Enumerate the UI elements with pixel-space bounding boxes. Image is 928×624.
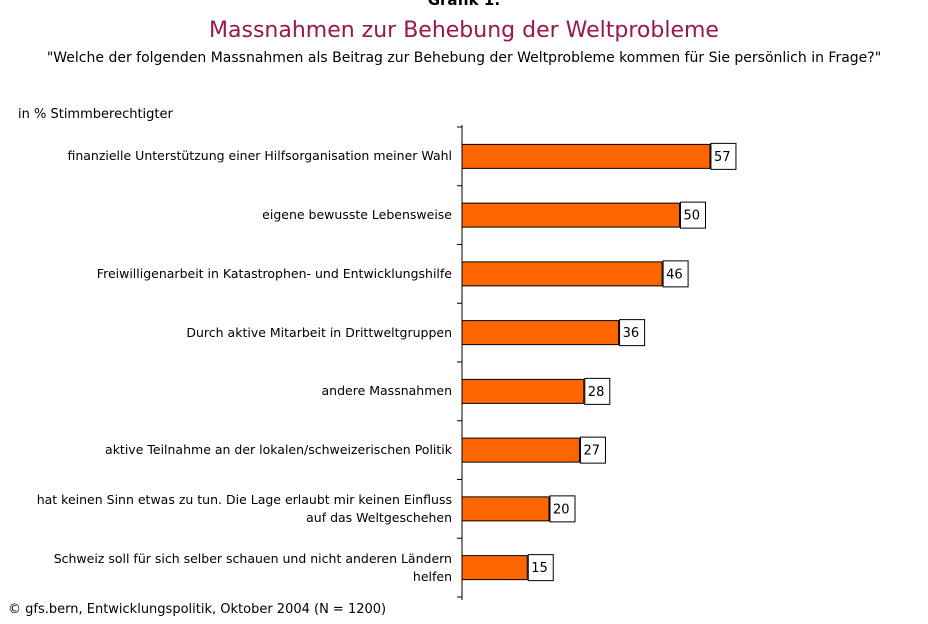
header: Grafik 1: (427, 0, 501, 9)
value-label-box (584, 377, 611, 405)
footer: © gfs.bern, Entwicklungspolitik, Oktober… (8, 602, 387, 617)
value-label: 28 (588, 385, 605, 400)
bar (461, 261, 663, 287)
value-label-box (579, 436, 606, 464)
value-label-box (680, 201, 706, 229)
value-label: 20 (553, 502, 570, 517)
value-label: 46 (666, 267, 683, 282)
category-label: Durch aktive Mitarbeit in Drittweltgrupp… (186, 324, 452, 340)
value-label-box (619, 319, 646, 347)
value-label: 15 (531, 561, 548, 576)
category-label: Freiwilligenarbeit in Katastrophen- und … (96, 265, 452, 281)
bar (461, 143, 711, 169)
chart-title: Massnahmen zur Behebung der Weltprobleme (209, 18, 719, 43)
category-label: andere Massnahmen (321, 383, 453, 399)
value-label-box (549, 495, 576, 523)
value-label: 36 (623, 326, 640, 341)
category-label: eigene bewusste Lebensweise (262, 207, 452, 223)
bar (461, 555, 528, 581)
category-label: hat keinen Sinn etwas zu tun. Die Lage e… (36, 491, 452, 525)
value-label-box (710, 142, 737, 170)
value-label: 27 (583, 444, 600, 459)
value-label: 57 (714, 150, 731, 165)
category-label: Schweiz soll für sich selber schauen und… (53, 550, 452, 584)
bar (461, 202, 680, 228)
value-label-box (527, 554, 554, 582)
value-label-box (662, 260, 689, 288)
value-label: 50 (684, 209, 701, 224)
chart-subtitle: "Welche der folgenden Massnahmen als Bei… (46, 50, 882, 66)
axis-label: in % Stimmberechtigter (18, 107, 173, 122)
bar (461, 378, 585, 404)
category-label: finanzielle Unterstützung einer Hilfsorg… (67, 148, 452, 164)
bar (461, 496, 550, 522)
bar (461, 437, 580, 463)
category-label: aktive Teilnahme an der lokalen/schweize… (105, 442, 452, 458)
bar (461, 320, 620, 346)
